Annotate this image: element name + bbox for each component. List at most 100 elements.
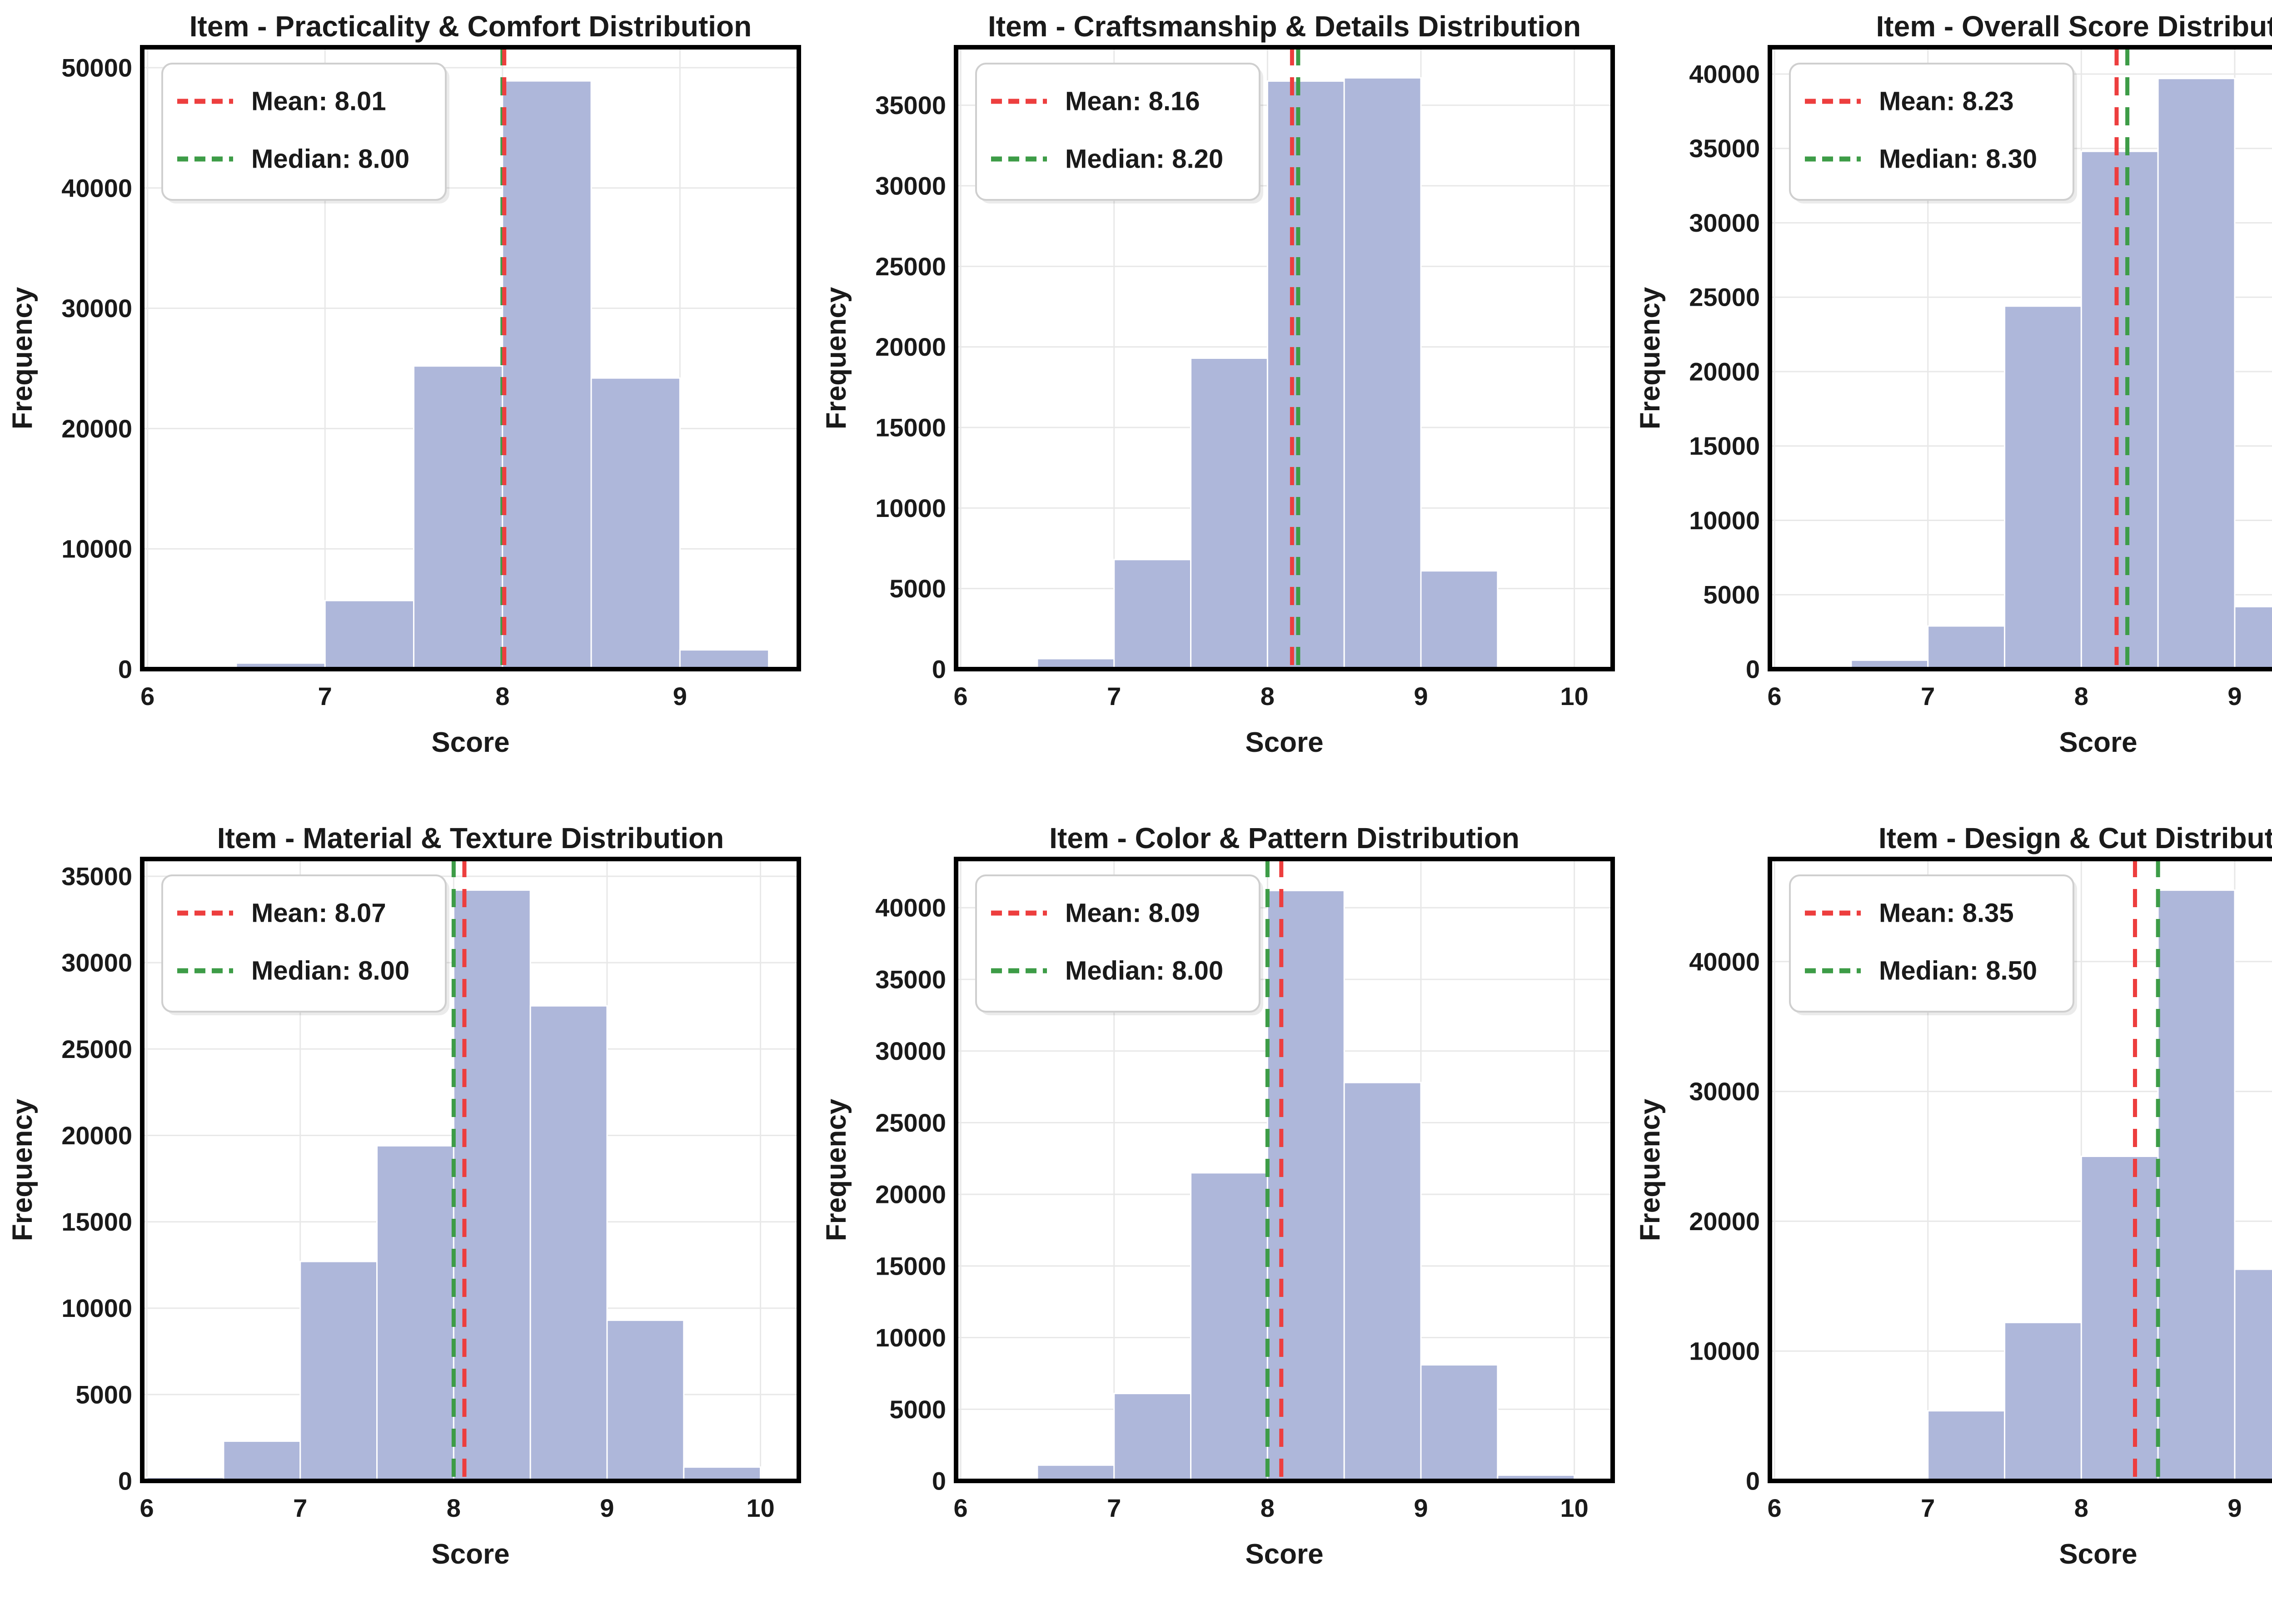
y-tick-label: 10000: [61, 1294, 132, 1322]
x-tick-label: 8: [1261, 682, 1275, 710]
axes-border: [140, 45, 801, 671]
y-tick-label: 20000: [875, 333, 946, 361]
mean-legend-label: Mean: 8.16: [1065, 87, 1200, 116]
median-legend-label: Median: 8.00: [1065, 956, 1223, 986]
histogram-bar: [1266, 80, 1345, 670]
y-tick-label: 20000: [61, 1121, 132, 1150]
y-tick-label: 30000: [1689, 209, 1760, 237]
axes-border: [1768, 45, 2272, 671]
histogram-bars: [1774, 889, 2272, 1482]
x-tick-label: 9: [1414, 682, 1428, 710]
legend-box: [1789, 874, 2074, 1013]
chart-title: Item - Material & Texture Distribution: [217, 822, 724, 854]
mean-legend-label: Mean: 8.09: [1065, 899, 1200, 928]
x-axis-label: Score: [2059, 727, 2137, 758]
x-tick-label: 9: [2227, 1494, 2242, 1522]
chart-cell-color-pattern: 0 5000 10000 15000 20000 25000 30000 35000 40000…: [814, 812, 1628, 1624]
legend-box: [161, 874, 447, 1013]
histogram-bar: [2234, 1268, 2272, 1482]
histogram-bar: [376, 1145, 454, 1482]
y-axis-label: Frequency: [7, 287, 38, 429]
x-tick-label: 9: [1414, 1494, 1428, 1522]
x-tick-label: 9: [2227, 682, 2242, 710]
x-tick-label: 8: [495, 682, 509, 710]
histogram-bar: [2004, 305, 2082, 670]
histogram-bar: [1927, 1410, 2006, 1482]
histogram-bar: [1113, 559, 1192, 670]
histogram-bar: [2157, 889, 2236, 1482]
y-tick-labels: 0 5000 10000 15000 20000 25000 30000 35000: [875, 91, 946, 683]
y-tick-label: 0: [118, 1467, 132, 1495]
legend-box: [975, 63, 1261, 201]
histogram-bar: [679, 649, 770, 670]
histogram-bar: [1266, 889, 1345, 1482]
x-axis-label: Score: [1245, 1539, 1323, 1570]
y-tick-label: 0: [932, 1467, 946, 1495]
axes-border: [1768, 857, 2272, 1483]
legend: Mean: 8.07 Median: 8.00: [161, 874, 449, 1015]
histogram-bars: [1850, 78, 2272, 670]
histogram-bar: [1113, 1393, 1192, 1482]
x-axis-label: Score: [1245, 727, 1323, 758]
x-tick-label: 7: [318, 682, 332, 710]
histogram-bar: [2157, 78, 2236, 670]
x-tick-label: 10: [746, 1494, 774, 1522]
histogram-craftsmanship-details: 0 5000 10000 15000 20000 25000 30000 35000 6 7 8 9 1…: [821, 10, 1615, 758]
legend-box: [1789, 63, 2074, 201]
x-tick-label: 6: [954, 682, 968, 710]
histogram-material-texture: 0 5000 10000 15000 20000 25000 30000 35000 6 7 8 9 1…: [7, 822, 801, 1570]
mean-legend-label: Mean: 8.01: [251, 87, 386, 116]
histogram-bar: [2234, 606, 2272, 670]
y-tick-label: 0: [932, 655, 946, 684]
y-tick-label: 35000: [875, 965, 946, 993]
histogram-bar: [2004, 1321, 2082, 1482]
chart-title: Item - Overall Score Distribution: [1876, 10, 2272, 43]
chart-cell-overall-score: 0 5000 10000 15000 20000 25000 30000 35000 40000…: [1628, 0, 2272, 812]
x-axis-label: Score: [431, 1539, 509, 1570]
median-legend-label: Median: 8.20: [1065, 144, 1223, 174]
x-tick-label: 8: [2074, 1494, 2088, 1522]
x-axis-label: Score: [2059, 1539, 2137, 1570]
histogram-bar: [606, 1319, 685, 1482]
histogram-bar: [590, 377, 681, 670]
median-legend-label: Median: 8.00: [251, 956, 409, 986]
y-tick-label: 15000: [1689, 432, 1760, 460]
histogram-bar: [1190, 358, 1268, 670]
y-tick-label: 5000: [75, 1380, 132, 1409]
y-tick-label: 30000: [61, 294, 132, 323]
y-tick-label: 20000: [875, 1180, 946, 1209]
legend: Mean: 8.01 Median: 8.00: [161, 63, 449, 204]
y-tick-label: 35000: [875, 91, 946, 119]
histogram-bar: [453, 889, 531, 1482]
histogram-overall-score: 0 5000 10000 15000 20000 25000 30000 35000 40000…: [1634, 10, 2272, 758]
axes-border: [954, 857, 1615, 1483]
y-tick-label: 30000: [875, 172, 946, 200]
y-tick-label: 25000: [1689, 283, 1760, 312]
y-axis-label: Frequency: [1634, 287, 1666, 429]
legend: Mean: 8.09 Median: 8.00: [975, 874, 1263, 1015]
histogram-practicality-comfort: 0 10000 20000 30000 40000 50000 6 7 8 9 Item - Pra…: [7, 10, 801, 758]
y-tick-label: 10000: [1689, 506, 1760, 535]
y-tick-label: 40000: [875, 894, 946, 922]
y-tick-label: 25000: [875, 252, 946, 281]
x-axis-label: Score: [431, 727, 509, 758]
chart-cell-material-texture: 0 5000 10000 15000 20000 25000 30000 35000 6 7 8 9 1…: [0, 812, 814, 1624]
y-tick-label: 50000: [61, 54, 132, 82]
histogram-bar: [1927, 625, 2006, 670]
histogram-color-pattern: 0 5000 10000 15000 20000 25000 30000 35000 40000…: [821, 822, 1615, 1570]
y-tick-label: 35000: [61, 862, 132, 891]
y-tick-label: 10000: [61, 535, 132, 563]
x-tick-label: 6: [1768, 682, 1782, 710]
x-tick-label: 6: [140, 1494, 154, 1522]
histogram-bar: [1420, 1364, 1499, 1482]
legend: Mean: 8.23 Median: 8.30: [1789, 63, 2077, 204]
x-tick-label: 8: [1261, 1494, 1275, 1522]
y-tick-labels: 0 5000 10000 15000 20000 25000 30000 35000: [61, 862, 132, 1495]
x-tick-label: 6: [954, 1494, 968, 1522]
axes-border: [140, 857, 801, 1483]
